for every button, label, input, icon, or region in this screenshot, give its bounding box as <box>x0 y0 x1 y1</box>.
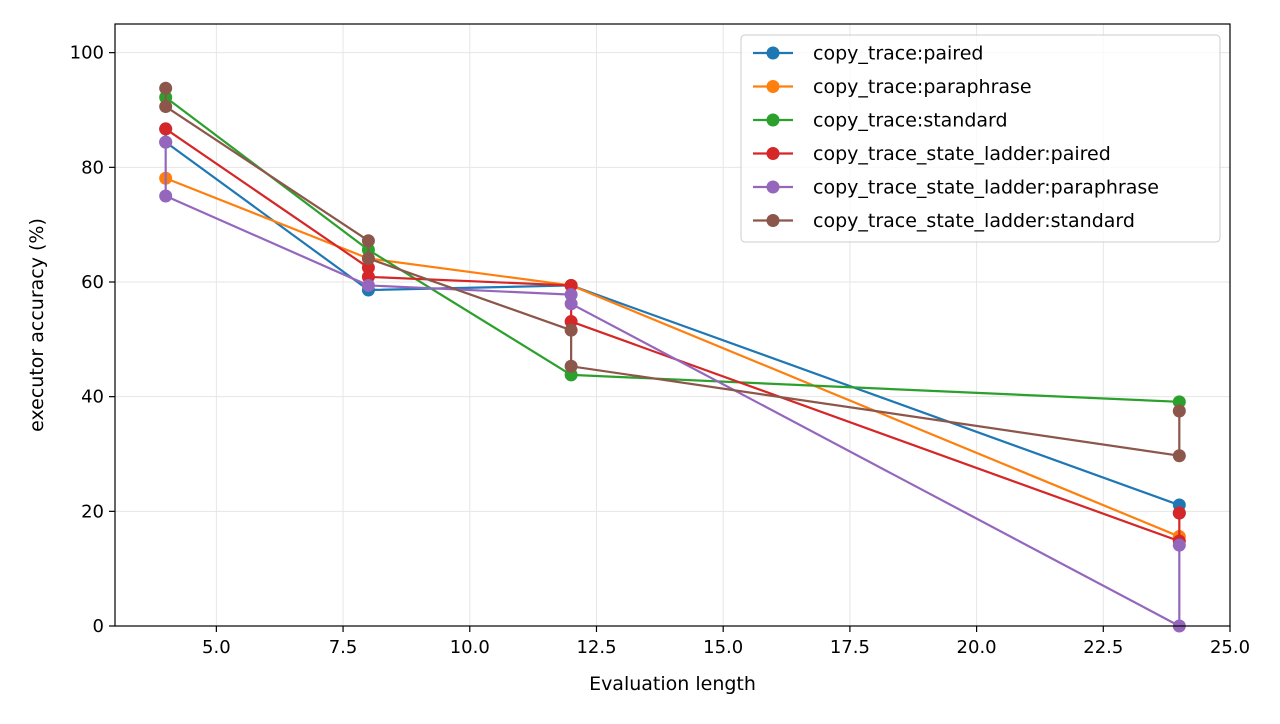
data-point-5 <box>361 234 375 248</box>
data-point-5 <box>564 359 578 373</box>
data-point-2 <box>1172 395 1186 409</box>
data-point-3 <box>564 278 578 292</box>
data-point-5 <box>1172 449 1186 463</box>
data-point-5 <box>564 323 578 337</box>
series-group <box>159 81 1186 633</box>
data-point-5 <box>159 81 173 95</box>
x-tick-label: 22.5 <box>1083 637 1123 658</box>
legend-label: copy_trace_state_ladder:paraphrase <box>813 177 1159 199</box>
y-tick-label: 40 <box>81 387 104 408</box>
plot-frame <box>114 23 1231 627</box>
data-point-5 <box>159 100 173 114</box>
data-point-5 <box>361 251 375 265</box>
y-tick-label: 80 <box>81 157 104 178</box>
data-point-4 <box>1172 538 1186 552</box>
legend-label: copy_trace:standard <box>813 110 1008 132</box>
y-axis-label: executor accuracy (%) <box>26 218 48 432</box>
legend-label: copy_trace:paired <box>813 43 983 65</box>
x-axis-label: Evaluation length <box>589 673 756 695</box>
y-tick-label: 20 <box>81 501 104 522</box>
y-tick-label: 0 <box>93 616 104 637</box>
legend-label: copy_trace_state_ladder:paired <box>813 143 1111 165</box>
x-tick-label: 12.5 <box>576 637 616 658</box>
data-point-4 <box>564 288 578 302</box>
data-point-3 <box>159 122 173 136</box>
axis-ticks: 5.0 7.5 10.0 12.5 15.0 17.5 20.0 22.5 25.0 0 20 40 6… <box>70 43 1250 658</box>
legend-marker-swatch <box>766 147 780 160</box>
legend-marker-swatch <box>766 180 780 194</box>
x-tick-label: 25.0 <box>1210 637 1250 658</box>
legend: copy_trace:paired copy_trace:paraphraseco… <box>740 34 1221 243</box>
legend-label: copy_trace:paraphrase <box>813 76 1032 98</box>
legend-marker-swatch <box>766 214 780 227</box>
data-point-4 <box>159 135 173 149</box>
legend-marker-swatch <box>766 46 780 60</box>
x-tick-label: 5.0 <box>202 637 231 658</box>
x-tick-label: 20.0 <box>957 637 997 658</box>
data-point-4 <box>361 278 375 292</box>
x-tick-label: 17.5 <box>830 637 870 658</box>
data-point-4 <box>159 189 173 203</box>
data-point-5 <box>1172 404 1186 418</box>
legend-marker-swatch <box>766 113 780 127</box>
data-point-4 <box>564 297 578 311</box>
series-line-5 <box>164 88 1181 457</box>
y-tick-label: 100 <box>70 43 104 64</box>
legend-box <box>740 34 1221 243</box>
legend-label: copy_trace_state_ladder:standard <box>813 210 1135 232</box>
x-tick-label: 10.0 <box>450 637 490 658</box>
x-tick-label: 15.0 <box>703 637 743 658</box>
x-tick-label: 7.5 <box>329 637 358 658</box>
legend-marker-swatch <box>766 80 780 93</box>
data-point-3 <box>1172 506 1186 520</box>
data-point-3 <box>361 261 375 275</box>
y-tick-label: 60 <box>81 272 104 293</box>
